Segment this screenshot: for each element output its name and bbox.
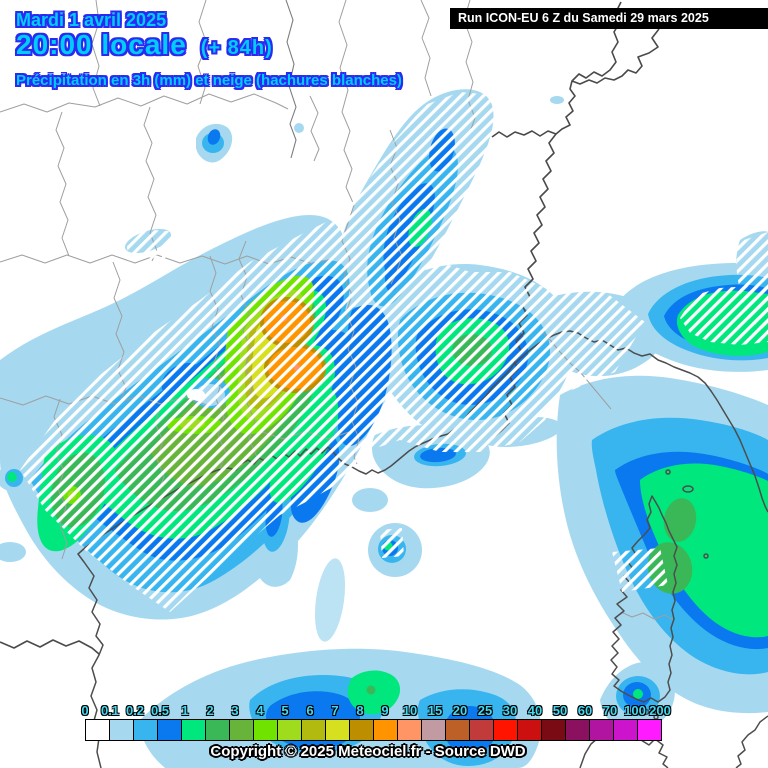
legend-cell-2 <box>205 719 230 741</box>
legend-label-0.1: 0.1 <box>100 703 120 718</box>
legend-cell-0.5 <box>157 719 182 741</box>
date-label: Mardi 1 avril 2025 <box>16 10 167 30</box>
legend-cell-4 <box>253 719 278 741</box>
legend-cell-30 <box>493 719 518 741</box>
time-row: 20:00 locale (+ 84h) <box>16 29 273 61</box>
legend-label-10: 10 <box>402 703 418 718</box>
legend-cell-0 <box>85 719 110 741</box>
legend-label-3: 3 <box>231 703 239 718</box>
legend-cell-15 <box>421 719 446 741</box>
legend-label-40: 40 <box>527 703 543 718</box>
legend-label-7: 7 <box>331 703 339 718</box>
legend-label-6: 6 <box>306 703 314 718</box>
snow-hatch-layer <box>20 92 768 612</box>
legend-label-4: 4 <box>256 703 264 718</box>
legend-label-100: 100 <box>624 703 646 718</box>
legend-label-200: 200 <box>649 703 671 718</box>
model-run-banner: Run ICON-EU 6 Z du Samedi 29 mars 2025 <box>450 8 768 29</box>
legend-cell-0.1 <box>109 719 134 741</box>
legend-cell-50 <box>541 719 566 741</box>
legend-label-0.5: 0.5 <box>150 703 170 718</box>
legend-label-20: 20 <box>452 703 468 718</box>
legend-cell-6 <box>301 719 326 741</box>
legend-cell-5 <box>277 719 302 741</box>
legend-cell-200 <box>637 719 662 741</box>
legend-cell-1 <box>181 719 206 741</box>
legend-cell-10 <box>397 719 422 741</box>
forecast-offset-label: (+ 84h) <box>200 37 273 59</box>
legend-cell-40 <box>517 719 542 741</box>
legend-label-60: 60 <box>577 703 593 718</box>
legend-label-0: 0 <box>81 703 89 718</box>
legend-label-30: 30 <box>502 703 518 718</box>
legend-label-8: 8 <box>356 703 364 718</box>
legend-cell-20 <box>445 719 470 741</box>
legend-label-0.2: 0.2 <box>125 703 145 718</box>
legend-bar <box>85 719 662 741</box>
copyright-label: Copyright © 2025 Meteociel.fr - Source D… <box>210 743 526 760</box>
legend-cell-7 <box>325 719 350 741</box>
legend-cell-60 <box>565 719 590 741</box>
legend-label-50: 50 <box>552 703 568 718</box>
legend-labels: 0 0.1 0.2 0.5 1 2 3 4 5 6 7 8 9 10 15 20 25 30 40 50 60 70 100… <box>0 703 768 719</box>
legend-cell-0.2 <box>133 719 158 741</box>
legend-cell-3 <box>229 719 254 741</box>
legend-label-1: 1 <box>181 703 189 718</box>
legend-cell-100 <box>613 719 638 741</box>
legend-cell-70 <box>589 719 614 741</box>
legend-label-25: 25 <box>477 703 493 718</box>
legend-label-15: 15 <box>427 703 443 718</box>
legend-label-9: 9 <box>381 703 389 718</box>
legend-cell-8 <box>349 719 374 741</box>
legend-label-70: 70 <box>602 703 618 718</box>
legend-cell-25 <box>469 719 494 741</box>
legend-label-5: 5 <box>281 703 289 718</box>
legend-cell-9 <box>373 719 398 741</box>
time-label: 20:00 locale <box>16 29 187 60</box>
legend-label-2: 2 <box>206 703 214 718</box>
parameter-subtitle: Précipitation en 3h (mm) et neige (hachu… <box>16 72 402 89</box>
